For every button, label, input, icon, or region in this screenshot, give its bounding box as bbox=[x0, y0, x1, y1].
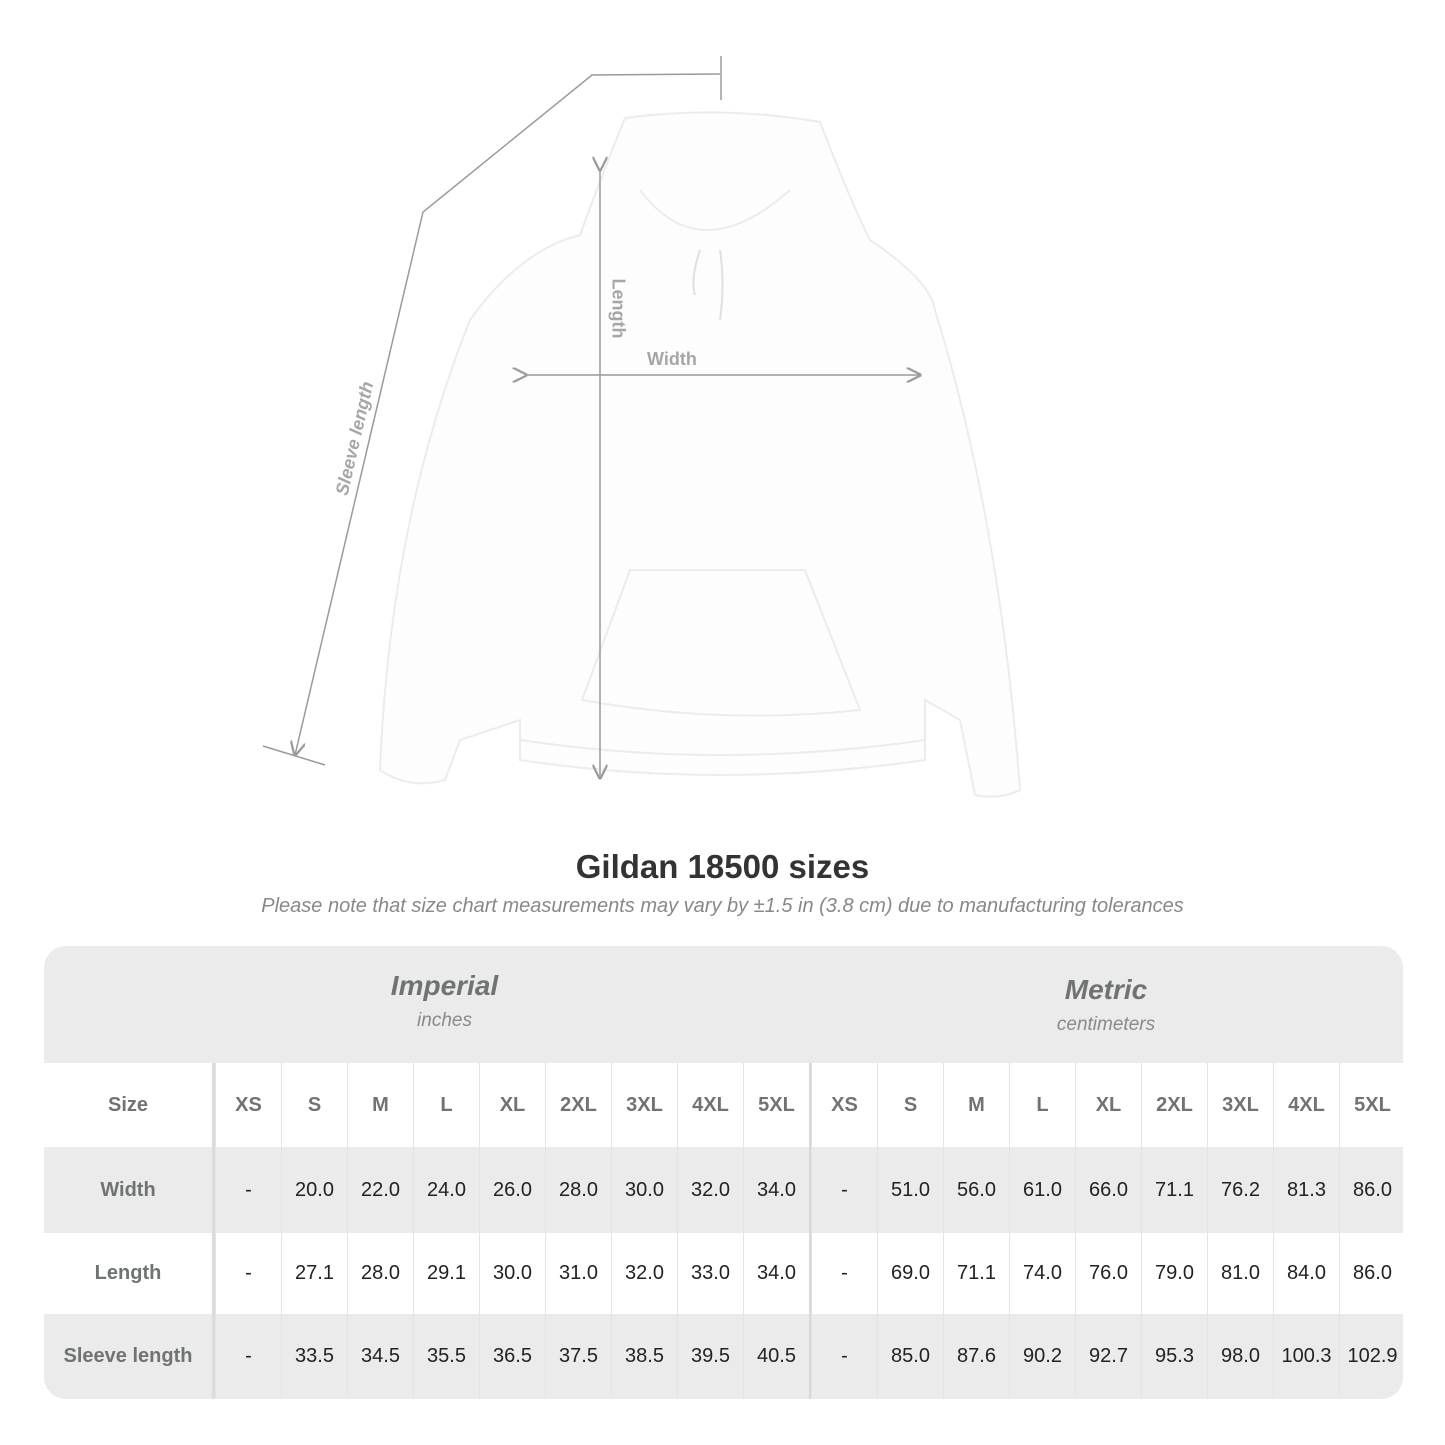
table-cell: 32.0 bbox=[677, 1147, 743, 1233]
table-cell: 29.1 bbox=[413, 1233, 479, 1314]
table-cell: - bbox=[215, 1314, 281, 1399]
table-cell: 74.0 bbox=[1009, 1233, 1075, 1314]
table-cell: 87.6 bbox=[943, 1314, 1009, 1399]
table-cell: 32.0 bbox=[611, 1233, 677, 1314]
table-cell: 71.1 bbox=[1141, 1147, 1207, 1233]
table-cell: 37.5 bbox=[545, 1314, 611, 1399]
table-cell: 39.5 bbox=[677, 1314, 743, 1399]
table-cell: - bbox=[811, 1147, 877, 1233]
table-cell: 81.0 bbox=[1207, 1233, 1273, 1314]
table-cell: 102.9 bbox=[1339, 1314, 1403, 1399]
width-annotation: Width bbox=[647, 349, 697, 369]
size-column-header: XL bbox=[479, 1063, 545, 1147]
table-cell: 34.0 bbox=[743, 1233, 809, 1314]
table-cell: 92.7 bbox=[1075, 1314, 1141, 1399]
size-column-header: 3XL bbox=[1207, 1063, 1273, 1147]
size-column-header: S bbox=[877, 1063, 943, 1147]
hoodie-diagram bbox=[262, 56, 1022, 798]
tolerance-note: Please note that size chart measurements… bbox=[261, 895, 1184, 917]
table-cell: 22.0 bbox=[347, 1147, 413, 1233]
table-cell: 33.5 bbox=[281, 1314, 347, 1399]
length-annotation: Length bbox=[608, 278, 629, 339]
metric-header: Metric centimeters bbox=[1056, 974, 1156, 1035]
size-column-header: M bbox=[943, 1063, 1009, 1147]
table-cell: 71.1 bbox=[943, 1233, 1009, 1314]
table-cell: 26.0 bbox=[479, 1147, 545, 1233]
hoodie-illustration bbox=[378, 111, 1022, 798]
size-column-header: M bbox=[347, 1063, 413, 1147]
table-cell: 98.0 bbox=[1207, 1314, 1273, 1399]
size-column-header: XL bbox=[1075, 1063, 1141, 1147]
size-grid: Size XS S M L XL 2XL 3XL 4XL 5XL XS S M L XL 2XL 3XL 4XL 5… bbox=[44, 1063, 1403, 1399]
size-column-header: S bbox=[281, 1063, 347, 1147]
table-cell: - bbox=[811, 1233, 877, 1314]
size-column-header: 4XL bbox=[1273, 1063, 1339, 1147]
row-label: Length bbox=[44, 1233, 215, 1314]
table-cell: 51.0 bbox=[877, 1147, 943, 1233]
size-column-header: 2XL bbox=[545, 1063, 611, 1147]
table-cell: 84.0 bbox=[1273, 1233, 1339, 1314]
table-cell: 31.0 bbox=[545, 1233, 611, 1314]
table-cell: 86.0 bbox=[1339, 1233, 1403, 1314]
table-cell: 34.5 bbox=[347, 1314, 413, 1399]
table-cell: 36.5 bbox=[479, 1314, 545, 1399]
table-cell: 28.0 bbox=[545, 1147, 611, 1233]
table-cell: 28.0 bbox=[347, 1233, 413, 1314]
size-column-header: 5XL bbox=[1339, 1063, 1403, 1147]
table-cell: 86.0 bbox=[1339, 1147, 1403, 1233]
table-cell: 61.0 bbox=[1009, 1147, 1075, 1233]
table-cell: 24.0 bbox=[413, 1147, 479, 1233]
size-column-header: XS bbox=[811, 1063, 877, 1147]
size-column-header: 4XL bbox=[677, 1063, 743, 1147]
sleeve-length-line bbox=[295, 73, 721, 755]
size-table: Imperial inches Metric centimeters Size X… bbox=[44, 946, 1403, 1399]
size-column-header: L bbox=[413, 1063, 479, 1147]
table-cell: - bbox=[215, 1233, 281, 1314]
chart-title: Gildan 18500 sizes bbox=[575, 848, 870, 885]
column-divider bbox=[809, 1147, 811, 1233]
table-cell: 100.3 bbox=[1273, 1314, 1339, 1399]
table-cell: 79.0 bbox=[1141, 1233, 1207, 1314]
column-divider bbox=[809, 1233, 811, 1314]
row-label: Width bbox=[44, 1147, 215, 1233]
table-cell: 76.2 bbox=[1207, 1147, 1273, 1233]
size-column-header: 5XL bbox=[743, 1063, 809, 1147]
column-divider bbox=[809, 1063, 811, 1147]
column-divider bbox=[809, 1314, 811, 1399]
table-cell: 76.0 bbox=[1075, 1233, 1141, 1314]
table-cell: 69.0 bbox=[877, 1233, 943, 1314]
table-cell: - bbox=[811, 1314, 877, 1399]
table-cell: 30.0 bbox=[479, 1233, 545, 1314]
table-cell: 30.0 bbox=[611, 1147, 677, 1233]
size-column-header: 3XL bbox=[611, 1063, 677, 1147]
table-cell: 34.0 bbox=[743, 1147, 809, 1233]
measurement-lines bbox=[262, 56, 920, 778]
imperial-header: Imperial inches bbox=[390, 970, 499, 1031]
table-cell: 81.3 bbox=[1273, 1147, 1339, 1233]
row-label: Sleeve length bbox=[44, 1314, 215, 1399]
table-cell: 90.2 bbox=[1009, 1314, 1075, 1399]
table-cell: 27.1 bbox=[281, 1233, 347, 1314]
table-cell: 20.0 bbox=[281, 1147, 347, 1233]
size-column-header: L bbox=[1009, 1063, 1075, 1147]
table-cell: 66.0 bbox=[1075, 1147, 1141, 1233]
table-cell: 33.0 bbox=[677, 1233, 743, 1314]
table-cell: 56.0 bbox=[943, 1147, 1009, 1233]
size-header: Size bbox=[44, 1063, 215, 1147]
table-cell: - bbox=[215, 1147, 281, 1233]
table-cell: 85.0 bbox=[877, 1314, 943, 1399]
table-cell: 40.5 bbox=[743, 1314, 809, 1399]
table-cell: 38.5 bbox=[611, 1314, 677, 1399]
table-cell: 35.5 bbox=[413, 1314, 479, 1399]
size-column-header: XS bbox=[215, 1063, 281, 1147]
table-cell: 95.3 bbox=[1141, 1314, 1207, 1399]
size-column-header: 2XL bbox=[1141, 1063, 1207, 1147]
